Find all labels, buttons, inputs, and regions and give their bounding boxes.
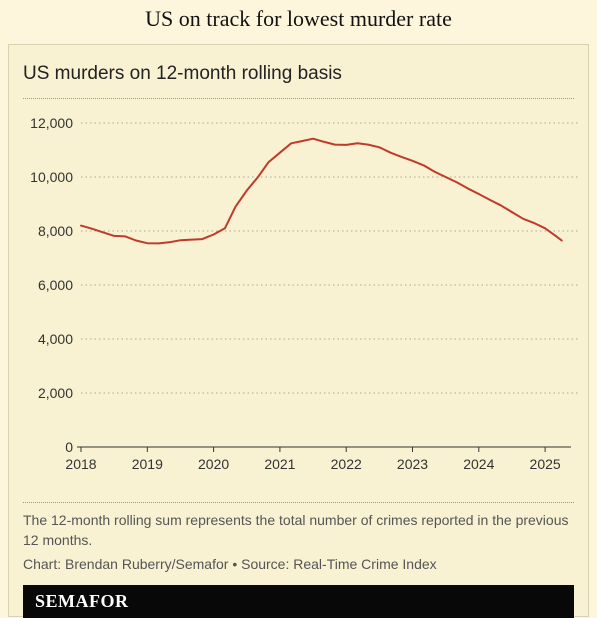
y-tick-label: 10,000 — [30, 169, 73, 185]
x-tick-label: 2020 — [198, 456, 229, 472]
brand-bar: SEMAFOR — [23, 585, 574, 618]
gridlines — [81, 122, 579, 394]
semafor-logo: SEMAFOR — [35, 591, 129, 611]
chart-credit: Chart: Brendan Ruberry/Semafor • Source:… — [23, 556, 437, 572]
x-tick-label: 2024 — [463, 456, 494, 472]
page-headline: US on track for lowest murder rate — [145, 6, 452, 31]
line-chart: 0 2,000 4,000 6,000 8,000 10,000 12,000 2018 201… — [30, 115, 579, 472]
x-tick-label: 2022 — [331, 456, 362, 472]
y-tick-label: 8,000 — [38, 223, 73, 239]
y-tick-label: 4,000 — [38, 331, 73, 347]
x-tick-label: 2025 — [530, 456, 561, 472]
title-divider — [23, 98, 574, 99]
x-tick-label: 2021 — [264, 456, 295, 472]
chart-card: US murders on 12-month rolling basis 0 2,… — [8, 44, 589, 618]
chart-title: US murders on 12-month rolling basis — [23, 63, 342, 84]
footer-divider — [23, 502, 574, 503]
y-tick-label: 12,000 — [30, 115, 73, 131]
x-tick-label: 2018 — [65, 456, 96, 472]
axes: 0 2,000 4,000 6,000 8,000 10,000 12,000 2018 201… — [30, 115, 571, 472]
x-tick-label: 2023 — [397, 456, 428, 472]
y-tick-label: 2,000 — [38, 385, 73, 401]
y-tick-label: 6,000 — [38, 277, 73, 293]
x-tick-label: 2019 — [132, 456, 163, 472]
series-line — [80, 137, 563, 245]
series-layer — [80, 137, 563, 245]
chart-note: The 12-month rolling sum represents the … — [23, 512, 569, 548]
y-tick-label: 0 — [65, 439, 73, 455]
